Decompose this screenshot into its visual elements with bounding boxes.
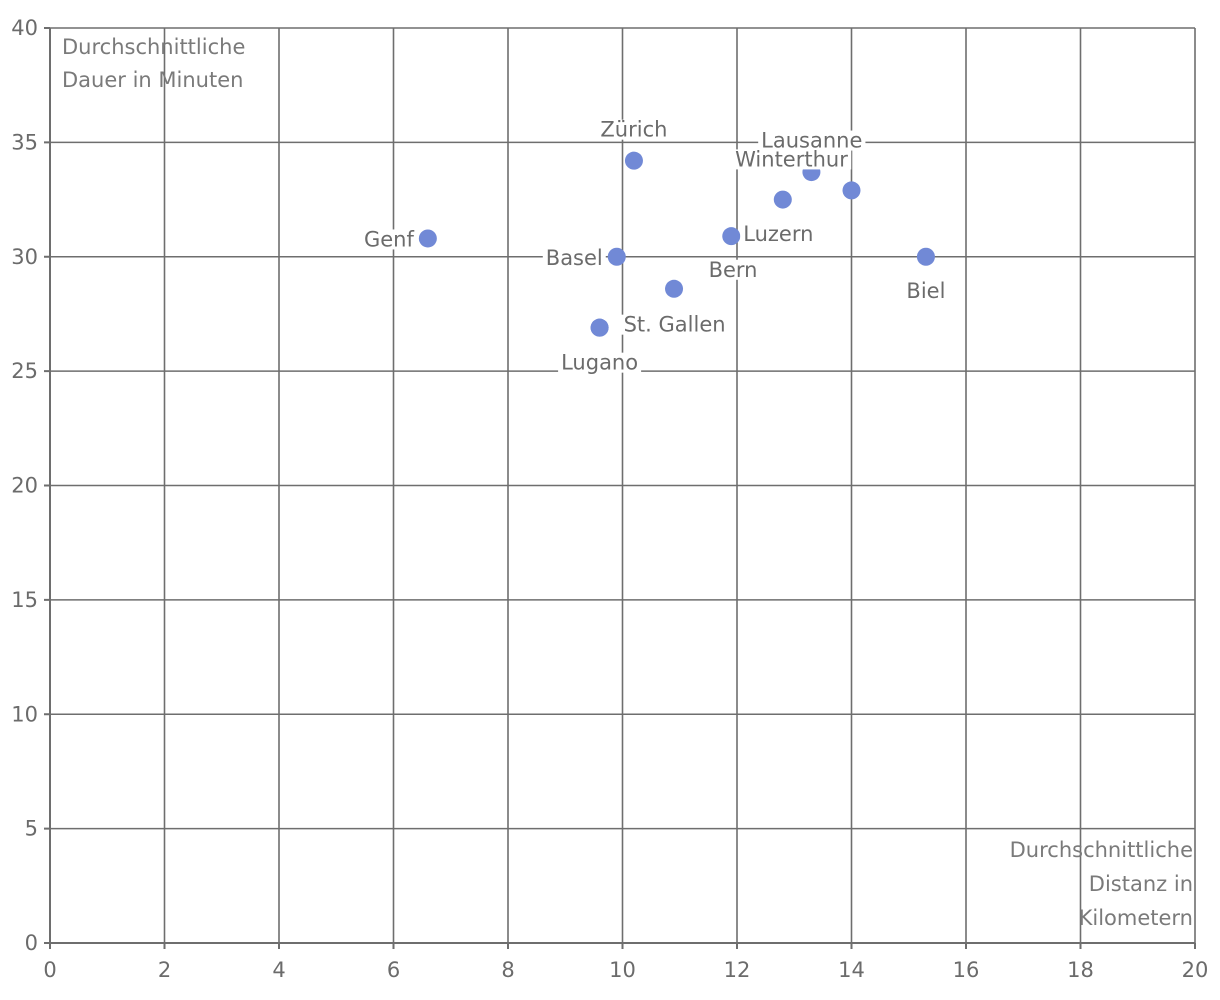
label-background — [597, 119, 671, 140]
label-background — [542, 247, 606, 268]
label-background — [740, 224, 817, 245]
point-label-text: Lausanne — [761, 129, 862, 153]
y-tick-label: 35 — [11, 130, 38, 154]
point-label-text: Biel — [906, 279, 945, 303]
x-tick-label: 18 — [1067, 958, 1094, 982]
label-background — [620, 314, 729, 335]
point-label-winterthur: Winterthur — [732, 147, 852, 171]
data-point — [665, 279, 684, 298]
data-point — [916, 247, 935, 266]
x-tick-label: 0 — [43, 958, 56, 982]
axis-titles: Durchschnittliche Dauer in Minuten Durchsc… — [62, 35, 1193, 930]
x-tick-label: 16 — [953, 958, 980, 982]
data-point — [773, 190, 792, 209]
x-tick-label: 14 — [838, 958, 865, 982]
point-label-text: Winterthur — [735, 147, 848, 171]
x-tick-label: 6 — [387, 958, 400, 982]
x-tick-label: 8 — [501, 958, 514, 982]
label-background — [705, 259, 761, 280]
point-label-text: Genf — [364, 227, 415, 251]
y-tick-label: 15 — [11, 588, 38, 612]
label-background — [360, 229, 418, 250]
data-points — [418, 151, 935, 337]
x-tick-label: 4 — [272, 958, 285, 982]
x-tick-label: 20 — [1182, 958, 1209, 982]
data-point — [607, 247, 626, 266]
point-label-text: St. Gallen — [624, 313, 726, 337]
y-tick-label: 40 — [11, 16, 38, 40]
y-tick-label: 0 — [25, 931, 38, 955]
data-point — [842, 181, 861, 200]
grid — [50, 27, 1196, 943]
x-axis-title-line: Distanz in — [1089, 872, 1193, 896]
y-tick-label: 5 — [25, 817, 38, 841]
label-background — [558, 352, 642, 373]
y-tick-label: 30 — [11, 245, 38, 269]
point-label-biel: Biel — [903, 279, 949, 303]
point-label-st-gallen: St. Gallen — [620, 313, 729, 337]
x-axis-title-line: Durchschnittliche — [1010, 838, 1193, 862]
point-label-genf: Genf — [360, 227, 418, 251]
point-label-lausanne: Lausanne — [758, 129, 866, 153]
axes — [44, 27, 1196, 949]
x-axis-title-line: Kilometern — [1079, 906, 1193, 930]
y-tick-label: 10 — [11, 702, 38, 726]
data-point — [722, 227, 741, 246]
y-tick-label: 25 — [11, 359, 38, 383]
point-label-lugano: Lugano — [558, 351, 642, 375]
point-label-text: Zürich — [600, 118, 667, 142]
point-label-luzern: Luzern — [740, 222, 817, 246]
x-tick-label: 2 — [158, 958, 171, 982]
y-axis-title-line: Dauer in Minuten — [62, 68, 243, 92]
x-tick-label: 10 — [609, 958, 636, 982]
x-tick-label: 12 — [724, 958, 751, 982]
y-axis-title-line: Durchschnittliche — [62, 35, 245, 59]
data-point — [418, 229, 437, 248]
point-label-text: Luzern — [743, 222, 813, 246]
label-background — [903, 280, 949, 301]
point-label-bern: Bern — [705, 258, 761, 282]
point-label-text: Basel — [546, 246, 603, 270]
data-point — [624, 151, 643, 170]
tick-labels: 0 2 4 6 8 10 12 14 16 18 20 0 5 10 15 20 25 30 35 40 — [11, 16, 1208, 982]
point-label-text: Bern — [709, 258, 758, 282]
label-background — [732, 149, 852, 170]
point-label-basel: Basel — [542, 246, 606, 270]
data-point — [590, 318, 609, 337]
y-tick-label: 20 — [11, 474, 38, 498]
point-label-text: Lugano — [561, 351, 638, 375]
label-background — [758, 130, 866, 151]
point-label-z-rich: Zürich — [597, 118, 671, 142]
